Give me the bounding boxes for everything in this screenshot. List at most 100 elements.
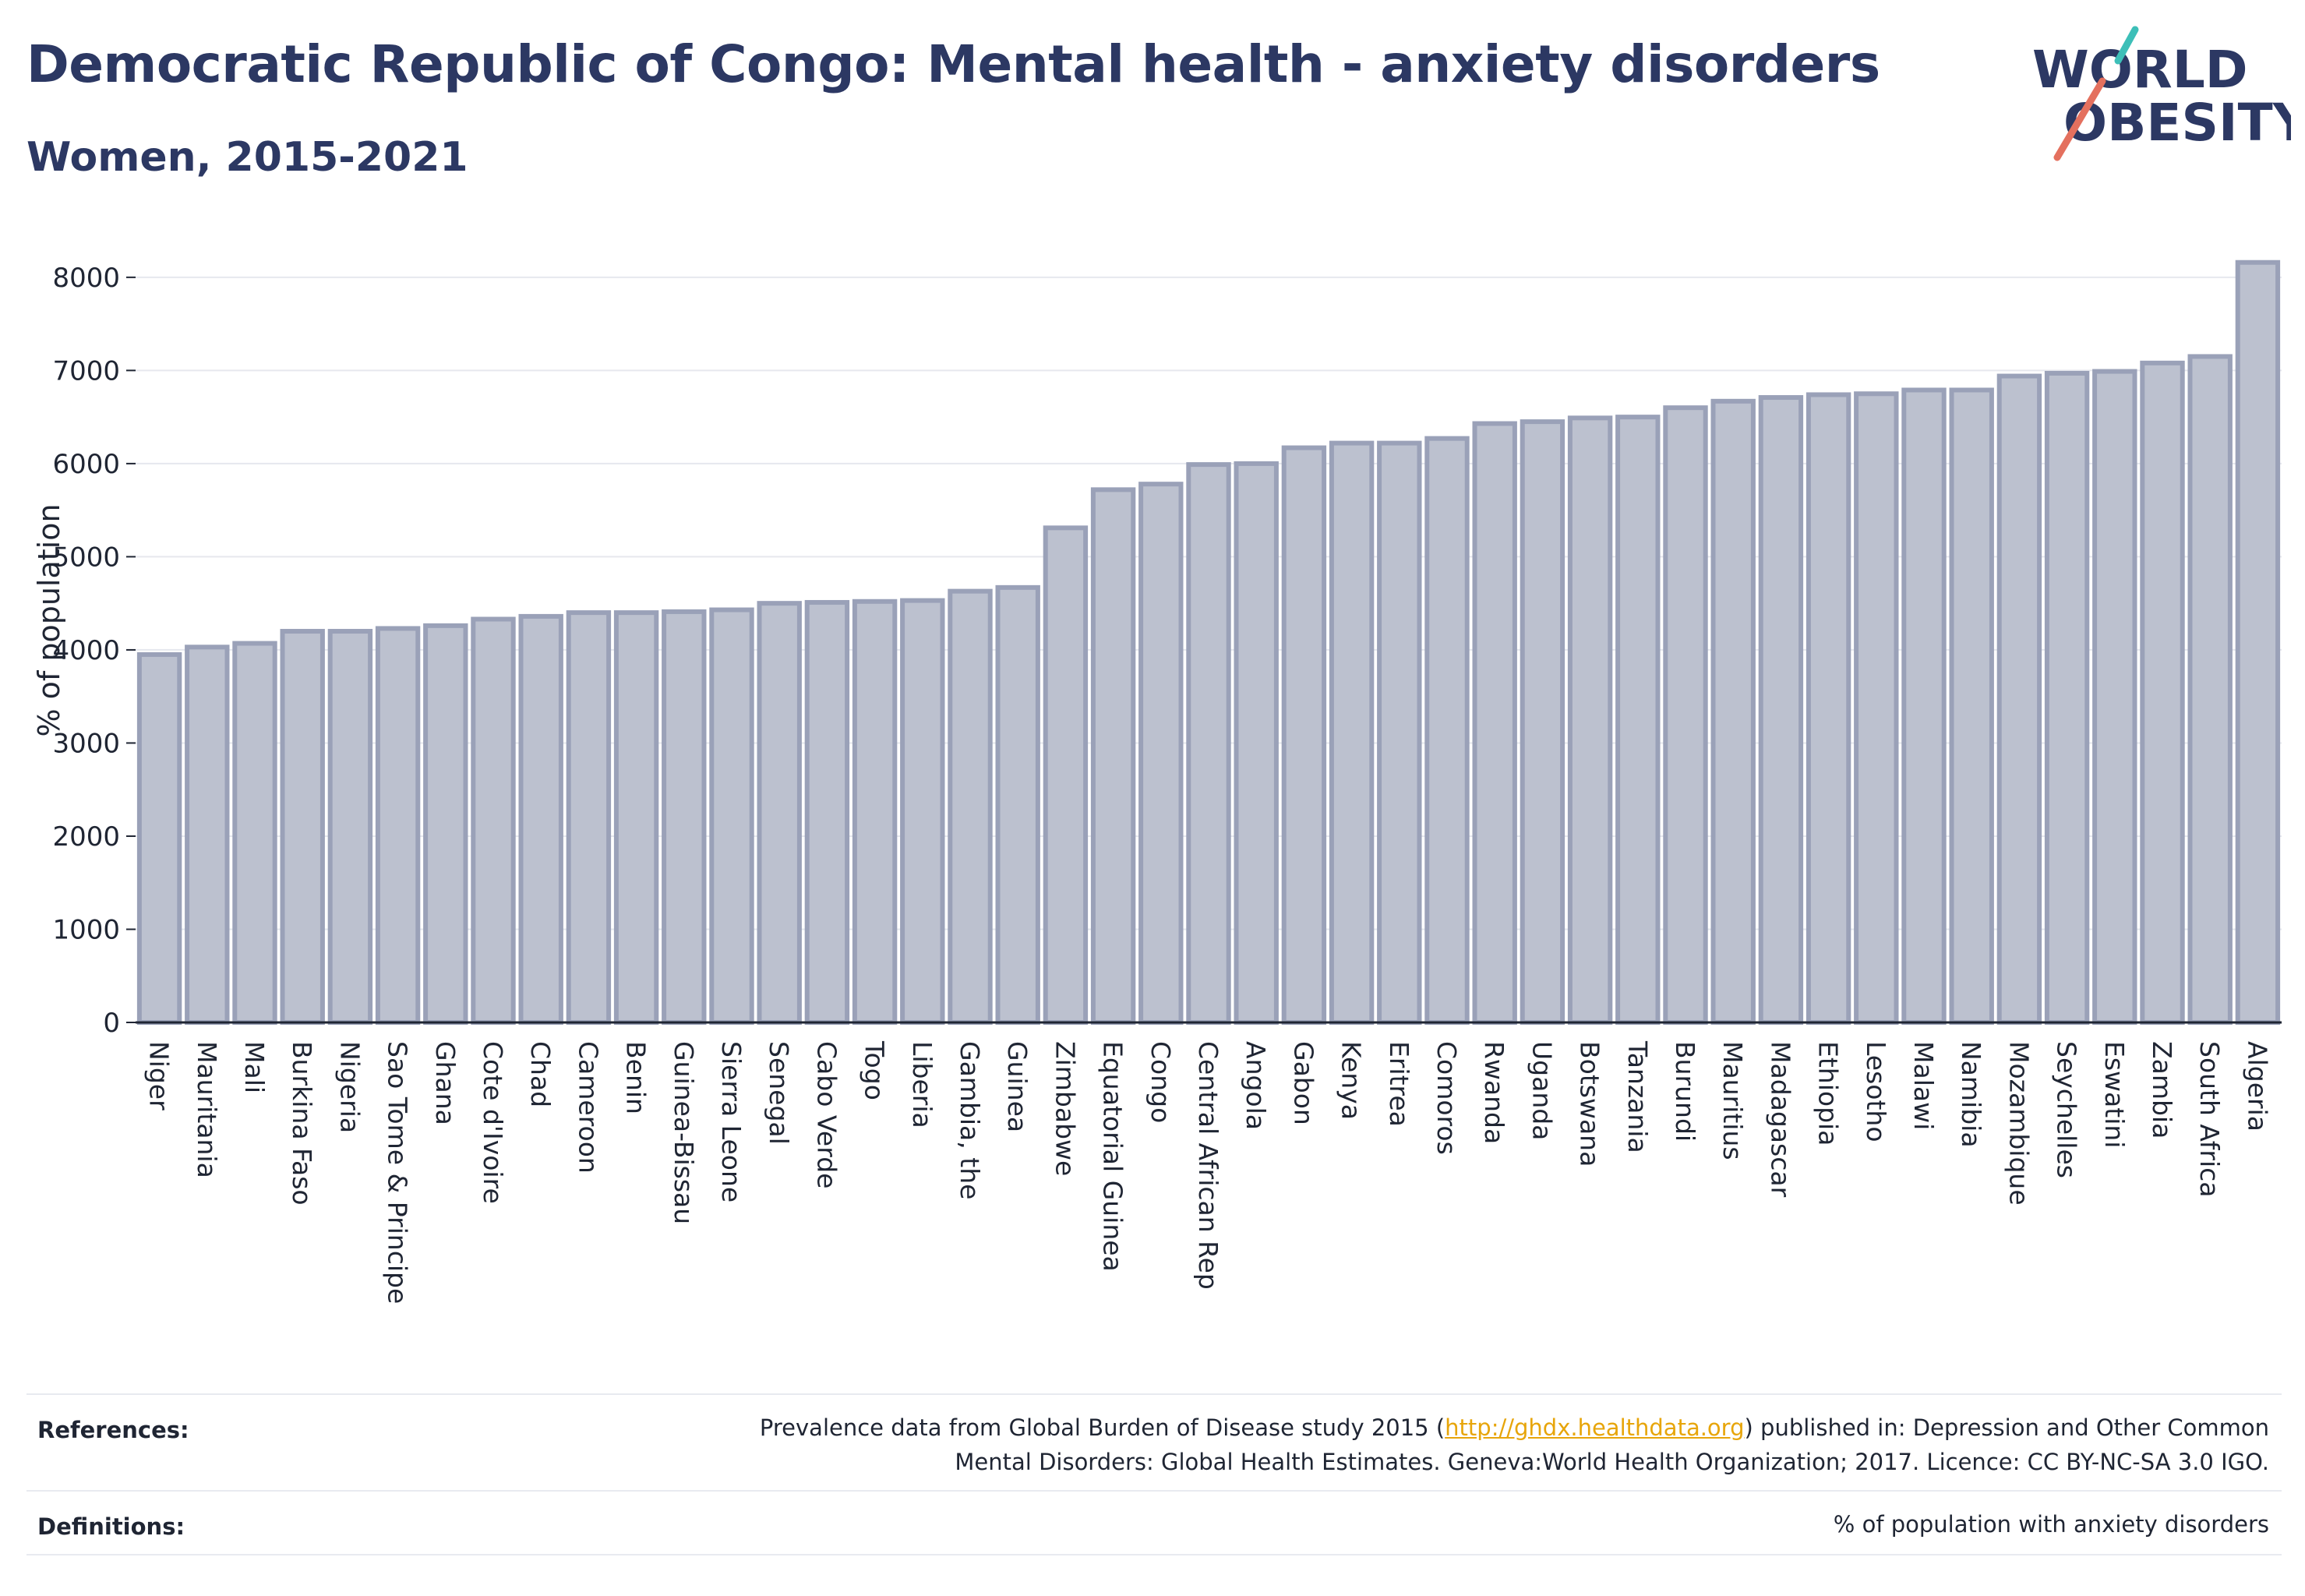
y-axis-ticks: 0 1000 2000 3000 4000 5000 6000 7000 8000 (52, 263, 136, 1039)
bar (995, 584, 1040, 1025)
bar (1043, 525, 1089, 1025)
y-axis-title: % of population (32, 503, 66, 736)
definitions-text: % of population with anxiety disorders (1833, 1511, 2269, 1538)
references-line1: Prevalence data from Global Burden of Di… (760, 1411, 2269, 1445)
bar (1949, 387, 1994, 1025)
x-tick-label: Guinea (1002, 1041, 1032, 1132)
bar (709, 607, 754, 1025)
x-tick-label: Tanzania (1622, 1040, 1653, 1153)
y-tick-label: 1000 (52, 914, 120, 945)
bar (1901, 387, 1947, 1025)
x-tick-label: Seychelles (2052, 1041, 2082, 1178)
bar (2044, 370, 2090, 1025)
x-tick-label: Namibia (1956, 1041, 1986, 1148)
bar (1854, 391, 1899, 1026)
references-text-after: ) published in: Depression and Other Com… (1744, 1414, 2270, 1441)
bar (136, 651, 182, 1025)
bar (757, 601, 802, 1025)
bar (1710, 398, 1756, 1025)
footer-divider-top (26, 1393, 2282, 1395)
y-tick-label: 2000 (52, 821, 120, 853)
bar (471, 616, 516, 1025)
logo-line2: OBESITY (2063, 93, 2291, 153)
x-tick-label: Sao Tome & Principe (383, 1041, 413, 1304)
bar (2235, 260, 2281, 1025)
bar (1377, 440, 1422, 1025)
x-tick-label: Eswatini (2099, 1041, 2130, 1148)
x-tick-label: Angola (1241, 1041, 1271, 1130)
logo-slash-teal (2114, 26, 2139, 65)
x-tick-label: Ethiopia (1813, 1041, 1844, 1146)
bar (1567, 415, 1613, 1025)
bar (518, 613, 563, 1025)
x-tick-label: Gambia, the (955, 1041, 985, 1199)
x-tick-label: Mauritius (1717, 1041, 1748, 1160)
logo-line1: WORLD (2032, 40, 2248, 100)
bar (375, 626, 421, 1025)
x-tick-label: Zambia (2147, 1041, 2177, 1139)
references-line2: Mental Disorders: Global Health Estimate… (955, 1449, 2269, 1475)
bar (900, 598, 945, 1025)
footer-divider-bottom (26, 1554, 2282, 1555)
bars (136, 260, 2281, 1026)
bar (948, 588, 993, 1025)
bar (1424, 436, 1470, 1025)
x-tick-label: Senegal (764, 1041, 794, 1145)
references-label: References: (37, 1417, 189, 1443)
bar-chart: 0 1000 2000 3000 4000 5000 6000 7000 8000 Niger M… (32, 260, 2282, 1304)
bar (1186, 462, 1231, 1025)
x-tick-label: South Africa (2194, 1041, 2225, 1198)
bar (1663, 405, 1708, 1025)
bar (1281, 445, 1327, 1025)
bar (1234, 461, 1279, 1025)
y-tick-label: 6000 (52, 449, 120, 480)
bar (1615, 415, 1661, 1025)
bar (613, 610, 659, 1025)
bar (327, 629, 373, 1025)
bar (1472, 421, 1517, 1025)
bar (1806, 392, 1851, 1025)
x-tick-label: Rwanda (1479, 1041, 1509, 1144)
references-text-before: Prevalence data from Global Burden of Di… (759, 1414, 1445, 1441)
x-tick-label: Sierra Leone (716, 1041, 747, 1202)
bar (2140, 360, 2185, 1025)
definitions-label: Definitions: (37, 1513, 185, 1540)
bar (280, 629, 325, 1025)
y-tick-label: 4000 (52, 635, 120, 666)
y-tick-label: 7000 (52, 355, 120, 387)
bar (1138, 482, 1184, 1025)
bar (1996, 373, 2042, 1026)
bar (2092, 369, 2137, 1025)
x-tick-label: Benin (621, 1041, 651, 1114)
footer-divider-middle (26, 1490, 2282, 1492)
world-obesity-logo: WORLD OBESITY (2032, 26, 2291, 161)
logo-slash-coral (2053, 77, 2106, 161)
x-tick-label: Burkina Faso (287, 1041, 317, 1206)
bar (232, 641, 277, 1026)
chart-subtitle: Women, 2015-2021 (26, 134, 468, 181)
x-tick-label: Liberia (907, 1041, 937, 1128)
x-tick-label: Guinea-Bissau (669, 1041, 699, 1224)
x-tick-label: Algeria (2242, 1041, 2272, 1132)
bar (423, 623, 468, 1025)
x-tick-label: Mauritania (192, 1041, 222, 1178)
y-tick-label: 3000 (52, 728, 120, 759)
x-tick-label: Burundi (1670, 1041, 1700, 1142)
x-tick-label: Ghana (430, 1041, 461, 1125)
x-tick-label: Malawi (1908, 1041, 1939, 1130)
references-link[interactable]: http://ghdx.healthdata.org (1445, 1414, 1745, 1441)
y-tick-label: 8000 (52, 263, 120, 294)
x-tick-label: Comoros (1431, 1041, 1462, 1155)
bar (1329, 440, 1375, 1025)
x-tick-label: Nigeria (334, 1041, 365, 1133)
x-tick-label: Madagascar (1765, 1041, 1795, 1198)
x-axis-ticks: Niger Mauritania Mali Burkina Faso Nigeria Sa… (144, 1040, 2273, 1304)
x-tick-label: Eritrea (1384, 1041, 1414, 1127)
x-tick-label: Mali (239, 1041, 270, 1093)
bar (2187, 354, 2233, 1025)
references-text: Prevalence data from Global Burden of Di… (760, 1411, 2269, 1479)
x-tick-label: Uganda (1527, 1041, 1557, 1140)
x-tick-label: Gabon (1288, 1041, 1318, 1125)
x-tick-label: Kenya (1336, 1041, 1367, 1120)
x-tick-label: Zimbabwe (1050, 1041, 1080, 1176)
